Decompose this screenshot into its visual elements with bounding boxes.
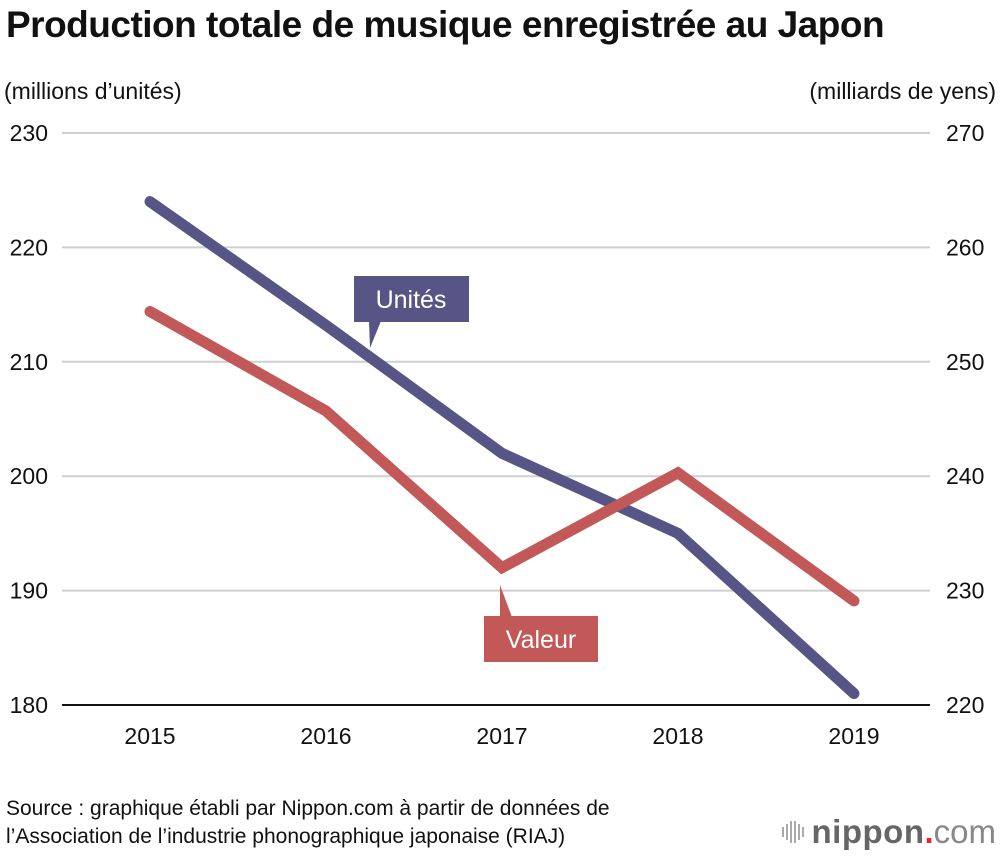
line-chart: 180 190 200 210 220 230 220 230 240 250 260 270 20… [10,120,985,749]
x-axis-tick-label: 2016 [300,723,351,749]
left-axis-tick-label: 230 [10,120,48,146]
logo-suffix: com [933,813,996,850]
right-axis-tick-label: 250 [946,349,984,375]
logo-dot: . [924,813,934,850]
left-axis-tick-label: 220 [10,234,48,260]
chart-title: Production totale de musique enregistrée… [6,4,885,45]
x-axis-tick-label: 2017 [476,723,527,749]
callout-label-unites: Unités [376,286,447,314]
source-note: Source : graphique établi par Nippon.com… [6,795,610,851]
logo-bars-icon [781,821,804,843]
source-line-1: Source : graphique établi par Nippon.com… [6,797,610,820]
left-axis-unit-label: (millions d’unités) [4,78,182,104]
x-axis-ticks: 2015 2016 2017 2018 2019 [124,723,879,749]
right-axis-tick-label: 260 [946,234,984,260]
x-axis-tick-label: 2015 [124,723,175,749]
right-axis-tick-label: 220 [946,692,984,718]
left-axis-tick-label: 180 [10,692,48,718]
callout-box-valeur [484,616,598,662]
callout-pointer-valeur [500,585,512,617]
callout-pointer-unites [369,321,381,348]
logo-name: nippon [811,813,925,850]
callout-label-valeur: Valeur [506,626,576,654]
right-axis-tick-label: 270 [946,120,984,146]
right-axis-tick-label: 240 [946,463,984,489]
source-line-2: l’Association de l’industrie phonographi… [6,825,566,848]
nippon-logo: nippon. com [781,813,996,851]
left-axis-ticks: 180 190 200 210 220 230 [10,120,48,718]
callout-box-unites [354,276,469,322]
right-axis-tick-label: 230 [946,578,984,604]
left-axis-tick-label: 200 [10,463,48,489]
series-callouts: Unités Valeur [354,276,598,662]
x-axis-tick-label: 2019 [828,723,879,749]
x-axis-tick-label: 2018 [652,723,703,749]
left-axis-tick-label: 190 [10,578,48,604]
series-lines [144,196,860,700]
right-axis-ticks: 220 230 240 250 260 270 [946,120,984,718]
right-axis-unit-label: (milliards de yens) [809,78,996,104]
left-axis-tick-label: 210 [10,349,48,375]
